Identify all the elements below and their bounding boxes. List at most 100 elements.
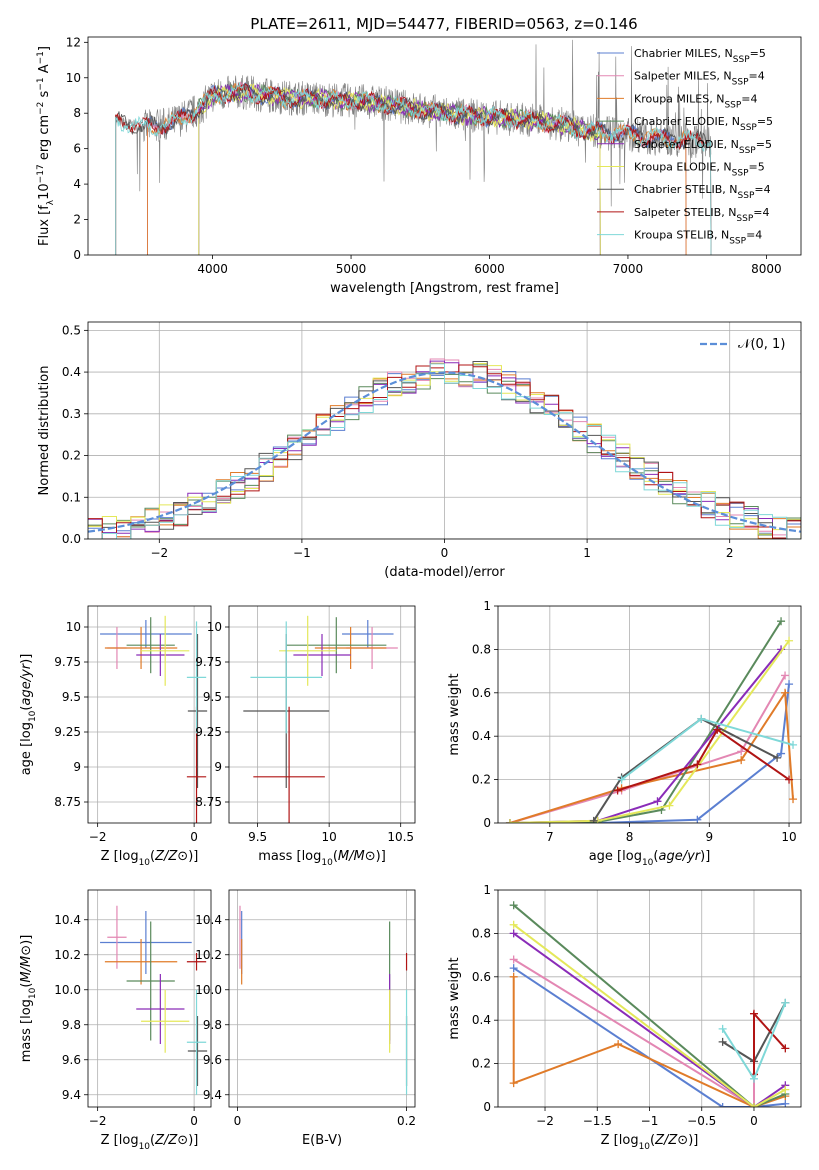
y-tick-label: 1 [483, 599, 491, 613]
x-tick-label: −1.5 [583, 1114, 612, 1128]
weight-marker [781, 1044, 790, 1053]
y-tick-label: 12 [66, 35, 81, 49]
y-tick-label: 0.0 [62, 532, 81, 546]
y-tick-label: 10 [207, 620, 222, 634]
x-tick-label: −2 [536, 1114, 554, 1128]
legend-label: Chabrier ELODIE, NSSP=5 [634, 115, 773, 133]
axes-frame [228, 889, 416, 1108]
y-tick-label: 10.2 [54, 948, 81, 962]
y-axis-label: mass weight [447, 673, 462, 755]
axes-frame [497, 889, 802, 1108]
panel-residuals: −2 −1 0 1 2 0.0 0.1 0.2 0.3 0.4 0.5 (data-model)/er… [37, 321, 802, 580]
y-tick-label: 0.3 [62, 407, 81, 421]
y-tick-label: 9.8 [203, 1018, 222, 1032]
y-tick-label: 10.4 [195, 913, 222, 927]
plot-area [498, 606, 801, 823]
y-tick-label: 2 [73, 213, 81, 227]
panel-mass_vs_Z: −2 0 9.4 9.6 9.8 10.0 10.2 10.4 Z [log10(Z/Z⊙)] m… [19, 889, 212, 1152]
y-tick-label: 0.5 [62, 323, 81, 337]
y-tick-label: 0.1 [62, 490, 81, 504]
weight-marker [693, 815, 702, 823]
x-axis-label: Z [log10(Z/Z⊙)] [101, 849, 199, 868]
y-tick-label: 9.5 [62, 690, 81, 704]
axes-frame [87, 605, 212, 824]
weight-line-chabrier-elodie [513, 904, 786, 1107]
y-tick-label: 10.0 [54, 983, 81, 997]
x-tick-label: 10.5 [387, 830, 414, 844]
x-tick-label: 8000 [751, 262, 782, 276]
y-tick-label: 4 [73, 177, 81, 191]
y-tick-label: 9.75 [54, 655, 81, 669]
weight-marker [749, 1009, 758, 1018]
legend-label: Salpeter STELIB, NSSP=4 [634, 206, 770, 224]
residual-histogram-salpeter-miles [88, 358, 801, 539]
y-tick-label: 0 [483, 816, 491, 830]
x-axis-label: age [log10(age/yr)] [589, 849, 711, 868]
axes-frame [497, 605, 802, 824]
y-tick-label: 0.8 [472, 926, 491, 940]
plot-area [229, 606, 415, 823]
panel-age_vs_mass: 9.5 10 10.5 8.75 9 9.25 9.5 9.75 10 mass [log10(M… [195, 605, 416, 868]
weight-marker [509, 1079, 518, 1088]
x-axis-label: mass [log10(M/M⊙)] [258, 849, 386, 868]
weight-marker [773, 753, 782, 762]
model-fit-chabrier-elodie [198, 83, 601, 255]
weight-marker [665, 801, 674, 810]
y-tick-label: 9.4 [62, 1088, 81, 1102]
x-tick-label: 0 [234, 1114, 242, 1128]
weight-marker [617, 775, 626, 784]
x-axis-label: Z [log10(Z/Z⊙)] [101, 1133, 199, 1152]
y-tick-label: 10 [66, 620, 81, 634]
x-tick-label: 8 [626, 830, 634, 844]
x-tick-label: 0 [750, 1114, 758, 1128]
panel-spectrum: 4000 5000 6000 7000 8000 0 2 4 6 8 10 12 wavelength … [36, 35, 802, 296]
weight-marker [781, 998, 790, 1007]
weight-marker [785, 636, 794, 645]
y-tick-label: 0.4 [472, 1013, 491, 1027]
legend-label: Chabrier STELIB, NSSP=4 [634, 183, 771, 201]
y-tick-label: 9.25 [195, 725, 222, 739]
x-tick-label: 9 [705, 830, 713, 844]
x-tick-label: 5000 [336, 262, 367, 276]
weight-marker [781, 1099, 790, 1107]
y-tick-label: 9.5 [203, 690, 222, 704]
weight-marker [785, 680, 794, 689]
x-tick-label: −1 [641, 1114, 659, 1128]
y-tick-label: 9.25 [54, 725, 81, 739]
axes-frame [87, 889, 212, 1108]
weight-marker [781, 1085, 790, 1094]
weight-marker [509, 972, 518, 981]
legend-label: Chabrier MILES, NSSP=5 [634, 47, 766, 65]
y-tick-label: 10.2 [195, 948, 222, 962]
weight-marker [653, 797, 662, 806]
x-tick-label: 10 [781, 830, 796, 844]
weight-marker [509, 901, 518, 910]
y-tick-label: 9.75 [195, 655, 222, 669]
legend-label: Kroupa STELIB, NSSP=4 [634, 229, 762, 247]
weight-marker [749, 1074, 758, 1083]
x-axis-label: wavelength [Angstrom, rest frame] [330, 281, 559, 296]
y-tick-label: 9.6 [62, 1053, 81, 1067]
y-tick-label: 9.4 [203, 1088, 222, 1102]
y-tick-label: 8.75 [54, 795, 81, 809]
x-tick-label: −2 [89, 830, 107, 844]
x-tick-label: 10 [322, 830, 337, 844]
axes-frame [87, 321, 802, 540]
panel-mass_vs_ebv: 0 0.2 9.4 9.6 9.8 10.0 10.2 10.4 E(B-V) [195, 889, 416, 1148]
y-tick-label: 0.2 [472, 1057, 491, 1071]
weight-marker [781, 688, 790, 697]
x-tick-label: 0.2 [397, 1114, 416, 1128]
weight-marker [693, 760, 702, 769]
model-fit-salpeter-stelib [115, 82, 712, 255]
y-tick-label: 9.8 [62, 1018, 81, 1032]
y-tick-label: 9 [73, 760, 81, 774]
weight-line-chabrier-miles [510, 683, 790, 823]
x-tick-label: −2 [89, 1114, 107, 1128]
legend-label: Salpeter MILES, NSSP=4 [634, 70, 765, 88]
x-tick-label: −0.5 [687, 1114, 716, 1128]
weight-line-chabrier-elodie [509, 620, 782, 823]
x-tick-label: −1 [293, 546, 311, 560]
y-tick-label: 8.75 [195, 795, 222, 809]
model-fit-kroupa-stelib [115, 82, 712, 255]
residual-histogram-chabrier-stelib [88, 361, 801, 539]
